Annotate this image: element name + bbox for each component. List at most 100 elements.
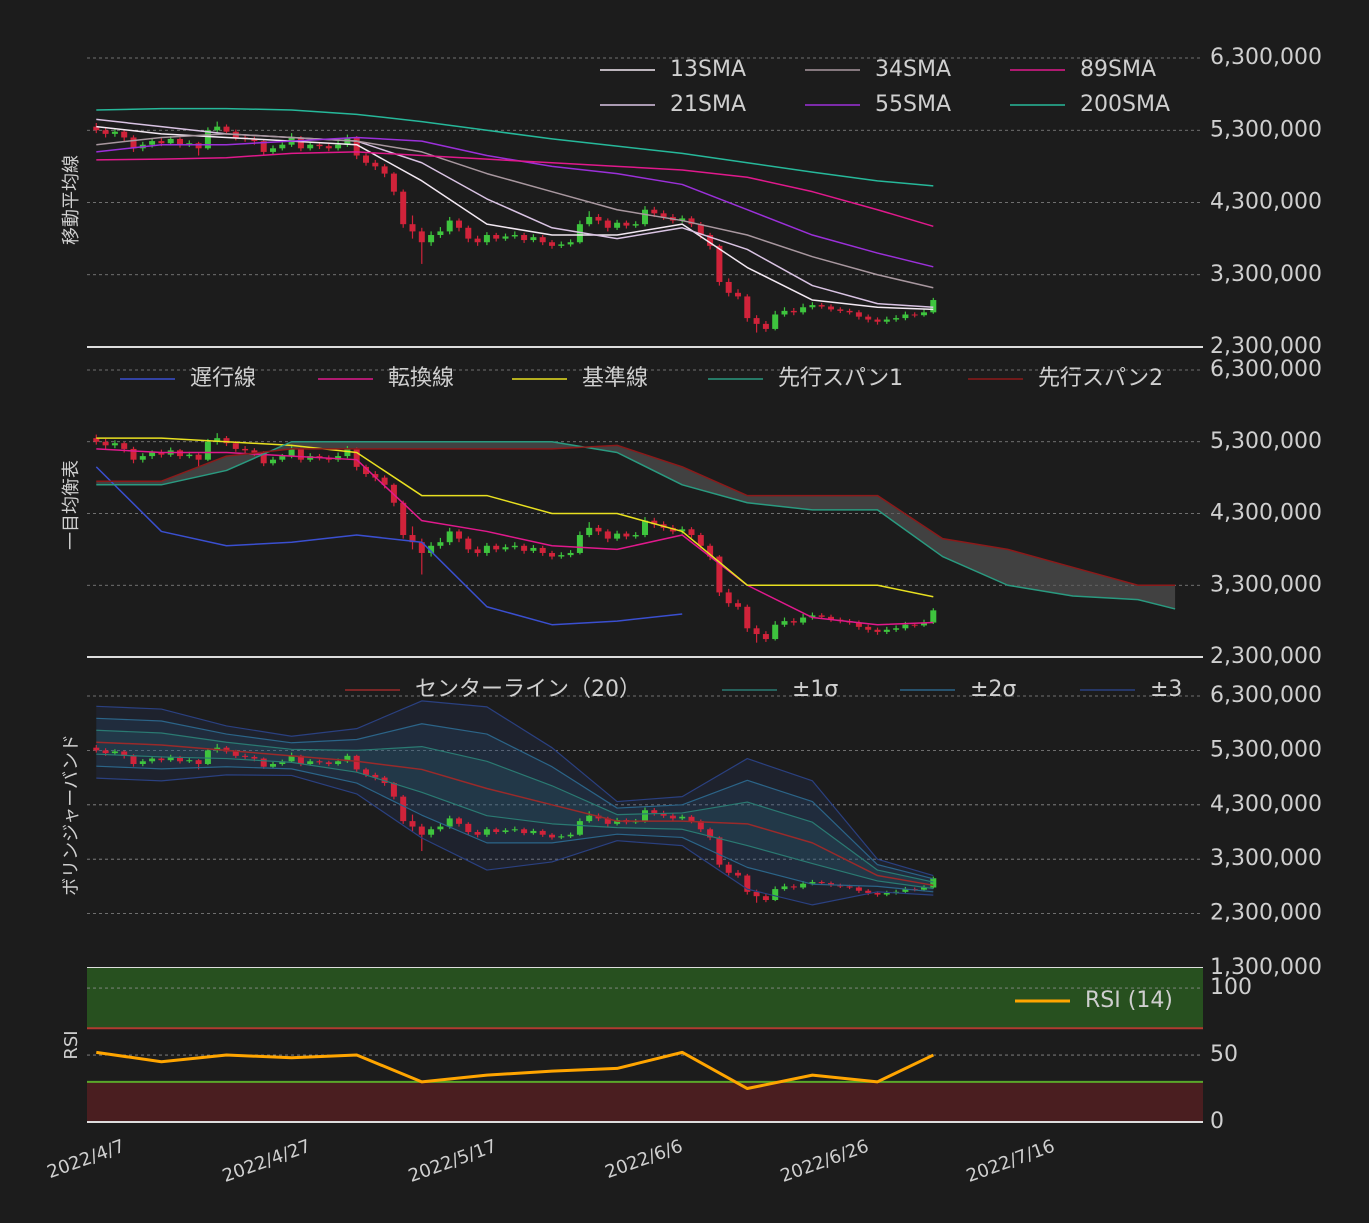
candle-body <box>679 218 686 221</box>
series-line <box>96 741 934 887</box>
candle-body <box>642 520 648 536</box>
band-fill <box>96 730 934 889</box>
candle-body <box>614 533 621 539</box>
candle-body <box>725 864 732 873</box>
legend-label: ±2σ <box>970 677 1016 702</box>
candle-body <box>809 882 816 884</box>
candle-body <box>772 624 779 640</box>
candle-body <box>353 448 360 467</box>
candle-body <box>260 141 267 152</box>
candle-body <box>530 830 537 834</box>
candle-body <box>270 459 276 464</box>
series-line <box>96 448 934 626</box>
panel-label: 移動平均線 <box>61 155 82 245</box>
candle-body <box>456 220 462 228</box>
candle-body <box>177 756 183 762</box>
panel-label: ボリンジャーバンド <box>61 734 82 896</box>
legend-label: 13SMA <box>670 57 746 82</box>
candle-body <box>614 820 621 824</box>
candle-body <box>307 456 314 460</box>
legend-label: ±1σ <box>792 677 838 702</box>
band-fill <box>96 718 934 892</box>
candle-body <box>874 629 881 632</box>
overbought-zone <box>87 968 1203 1029</box>
candle-body <box>214 438 221 442</box>
candle-body <box>530 547 537 551</box>
candle-body <box>911 624 918 626</box>
legend-label: ±3 <box>1150 677 1182 702</box>
candle-body <box>186 760 193 762</box>
candle-body <box>307 761 314 764</box>
candle-body <box>437 542 444 546</box>
candle-body <box>418 826 425 835</box>
oversold-zone <box>87 1081 1203 1122</box>
candle-body <box>158 452 165 455</box>
candle-body <box>660 812 667 816</box>
candle-body <box>902 624 909 629</box>
candle-body <box>642 810 648 822</box>
candle-body <box>474 238 481 243</box>
candle-body <box>353 137 360 156</box>
candle-body <box>177 138 183 145</box>
candle-body <box>530 237 537 241</box>
candle-body <box>111 443 118 446</box>
y-tick-label: 2,300,000 <box>1210 644 1322 669</box>
candle-body <box>781 621 788 625</box>
candle-body <box>772 314 779 329</box>
series-line <box>96 441 1176 610</box>
candle-body <box>511 829 518 831</box>
y-tick-label: 3,300,000 <box>1210 262 1322 287</box>
candle-body <box>651 520 658 525</box>
candle-body <box>893 628 900 630</box>
candle-body <box>390 173 397 192</box>
candle-body <box>744 875 751 892</box>
candle-body <box>167 756 174 761</box>
y-tick-label: 6,300,000 <box>1210 45 1322 70</box>
candle-body <box>204 130 211 149</box>
band-fill <box>96 700 934 905</box>
y-tick-label: 4,300,000 <box>1210 792 1322 817</box>
candle-body <box>735 292 741 297</box>
candle-body <box>316 456 323 458</box>
candle-body <box>428 545 435 553</box>
candle-body <box>270 764 276 767</box>
candle-body <box>549 552 555 557</box>
candle-body <box>270 148 276 152</box>
candle-body <box>493 235 500 239</box>
y-tick-label: 1,300,000 <box>1210 955 1322 980</box>
candle-body <box>372 162 379 167</box>
candle-body <box>586 527 593 536</box>
candle-body <box>493 829 500 832</box>
candle-body <box>363 769 369 775</box>
candle-body <box>828 883 834 886</box>
legend-label: 遅行線 <box>190 366 256 391</box>
candle-body <box>642 209 648 225</box>
candle-body <box>800 307 807 313</box>
candle-body <box>465 538 472 550</box>
candle-body <box>372 474 379 478</box>
candle-body <box>725 281 732 293</box>
legend-label: 200SMA <box>1080 92 1170 117</box>
candle-body <box>335 456 342 460</box>
candle-body <box>539 237 546 243</box>
candle-body <box>195 760 202 764</box>
candle-body <box>279 456 286 460</box>
candle-body <box>688 218 695 225</box>
legend-label: 34SMA <box>875 57 951 82</box>
candle-body <box>381 166 388 174</box>
candle-body <box>251 450 258 453</box>
candle-body <box>409 535 416 543</box>
panel-label: 一目均衡表 <box>61 460 82 550</box>
candle-body <box>911 314 918 316</box>
candle-body <box>111 131 118 134</box>
candle-body <box>790 886 797 888</box>
candle-body <box>149 452 156 457</box>
candle-body <box>428 829 435 835</box>
cloud <box>96 441 1176 609</box>
candle-body <box>195 143 202 149</box>
series-line <box>96 133 934 289</box>
candle-body <box>130 448 137 460</box>
candle-body <box>632 224 639 226</box>
